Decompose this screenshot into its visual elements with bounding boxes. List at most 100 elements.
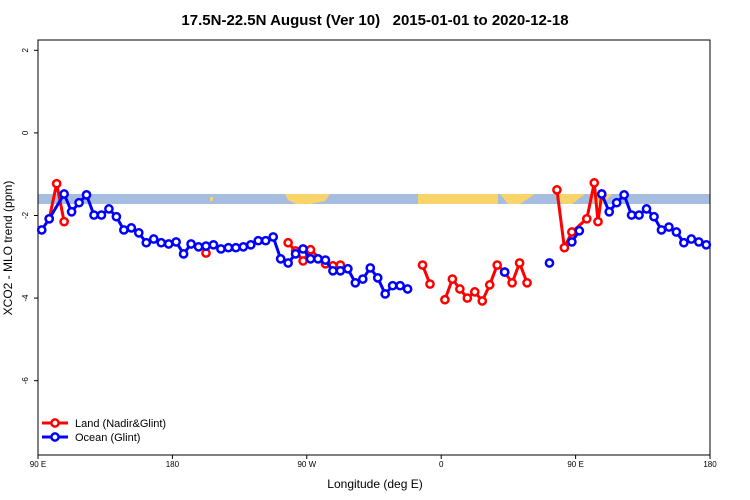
data-point (380, 289, 391, 299)
data-point (507, 277, 517, 288)
data-point (567, 237, 577, 247)
legend (40, 414, 180, 446)
data-point (133, 227, 144, 238)
data-point (552, 185, 562, 195)
data-point (664, 222, 674, 232)
legend-marker (50, 418, 60, 428)
data-point (193, 242, 204, 252)
data-point (223, 242, 234, 253)
data-point (268, 232, 279, 242)
legend-marker (50, 432, 60, 442)
data-point (447, 274, 458, 284)
data-point (290, 249, 301, 259)
data-point (656, 225, 667, 235)
data-point (328, 265, 338, 276)
map-strip (38, 194, 710, 204)
data-point (484, 280, 495, 290)
data-point (305, 244, 316, 255)
data-point (469, 287, 480, 297)
data-point (686, 234, 697, 244)
data-point (365, 263, 376, 273)
data-point (201, 241, 211, 251)
data-point (402, 284, 413, 294)
data-point (634, 210, 644, 220)
data-point (148, 234, 159, 244)
data-point (581, 213, 592, 224)
data-point (357, 274, 368, 284)
data-point (245, 239, 256, 250)
y-tick-label: 2 (21, 48, 30, 53)
data-point (611, 197, 622, 208)
data-point (156, 237, 167, 248)
y-tick-label: 0 (21, 130, 30, 135)
data-point (66, 206, 77, 217)
data-point (59, 216, 69, 227)
data-point (126, 223, 137, 233)
y-tick-label: -2 (21, 211, 30, 219)
data-point (275, 254, 286, 264)
data-point (693, 237, 704, 247)
data-point (208, 239, 219, 250)
data-point (544, 258, 555, 268)
data-point (417, 260, 428, 270)
data-point (425, 279, 435, 289)
data-point (141, 237, 152, 248)
data-point (641, 204, 652, 214)
data-point (372, 273, 383, 283)
data-point (44, 213, 55, 224)
data-point (701, 239, 712, 250)
data-point (253, 235, 264, 246)
data-point (119, 225, 129, 235)
data-point (283, 237, 293, 248)
data-point (59, 189, 69, 199)
data-point (626, 210, 637, 220)
data-point (231, 242, 241, 253)
legend-label: Ocean (Glint) (75, 432, 140, 444)
x-tick-label: 90 W (297, 460, 316, 469)
data-point (492, 260, 503, 270)
data-point (574, 225, 585, 236)
data-point (514, 258, 525, 268)
data-point (36, 225, 47, 235)
data-point (619, 190, 629, 200)
data-point (649, 211, 659, 222)
data-point (238, 242, 249, 252)
x-tick-label: 180 (703, 460, 717, 469)
y-tick-label: -6 (21, 377, 30, 385)
x-axis-title: Longitude (deg E) (327, 477, 422, 491)
x-tick-label: 0 (439, 460, 444, 469)
data-point (679, 237, 689, 248)
legend-label: Land (Nadir&Glint) (75, 418, 166, 430)
data-point (387, 280, 398, 291)
data-point (395, 280, 405, 291)
data-point (593, 216, 603, 227)
data-point (178, 249, 189, 259)
data-point (171, 237, 181, 247)
data-point (320, 255, 331, 265)
x-tick-label: 90 E (567, 460, 583, 469)
data-point (559, 242, 570, 253)
y-axis-title: XCO2 - MLO trend (ppm) (1, 181, 15, 316)
data-point (589, 178, 600, 188)
data-point (163, 239, 174, 249)
data-point (522, 277, 532, 288)
data-point (596, 189, 607, 199)
plot-frame (37, 39, 711, 456)
chart-title: 17.5N-22.5N August (Ver 10) 2015-01-01 t… (181, 12, 568, 29)
data-point (567, 227, 577, 237)
data-point (350, 277, 361, 288)
data-point (455, 284, 465, 294)
data-point (298, 244, 308, 254)
data-point (81, 190, 92, 200)
data-point (111, 211, 122, 222)
data-point (216, 244, 226, 254)
x-tick-label: 180 (166, 460, 180, 469)
data-point (89, 210, 99, 220)
data-point (440, 294, 450, 305)
data-point (305, 254, 316, 264)
data-point (671, 227, 682, 237)
data-point (313, 254, 323, 264)
data-point (604, 206, 615, 217)
data-point (104, 204, 114, 214)
